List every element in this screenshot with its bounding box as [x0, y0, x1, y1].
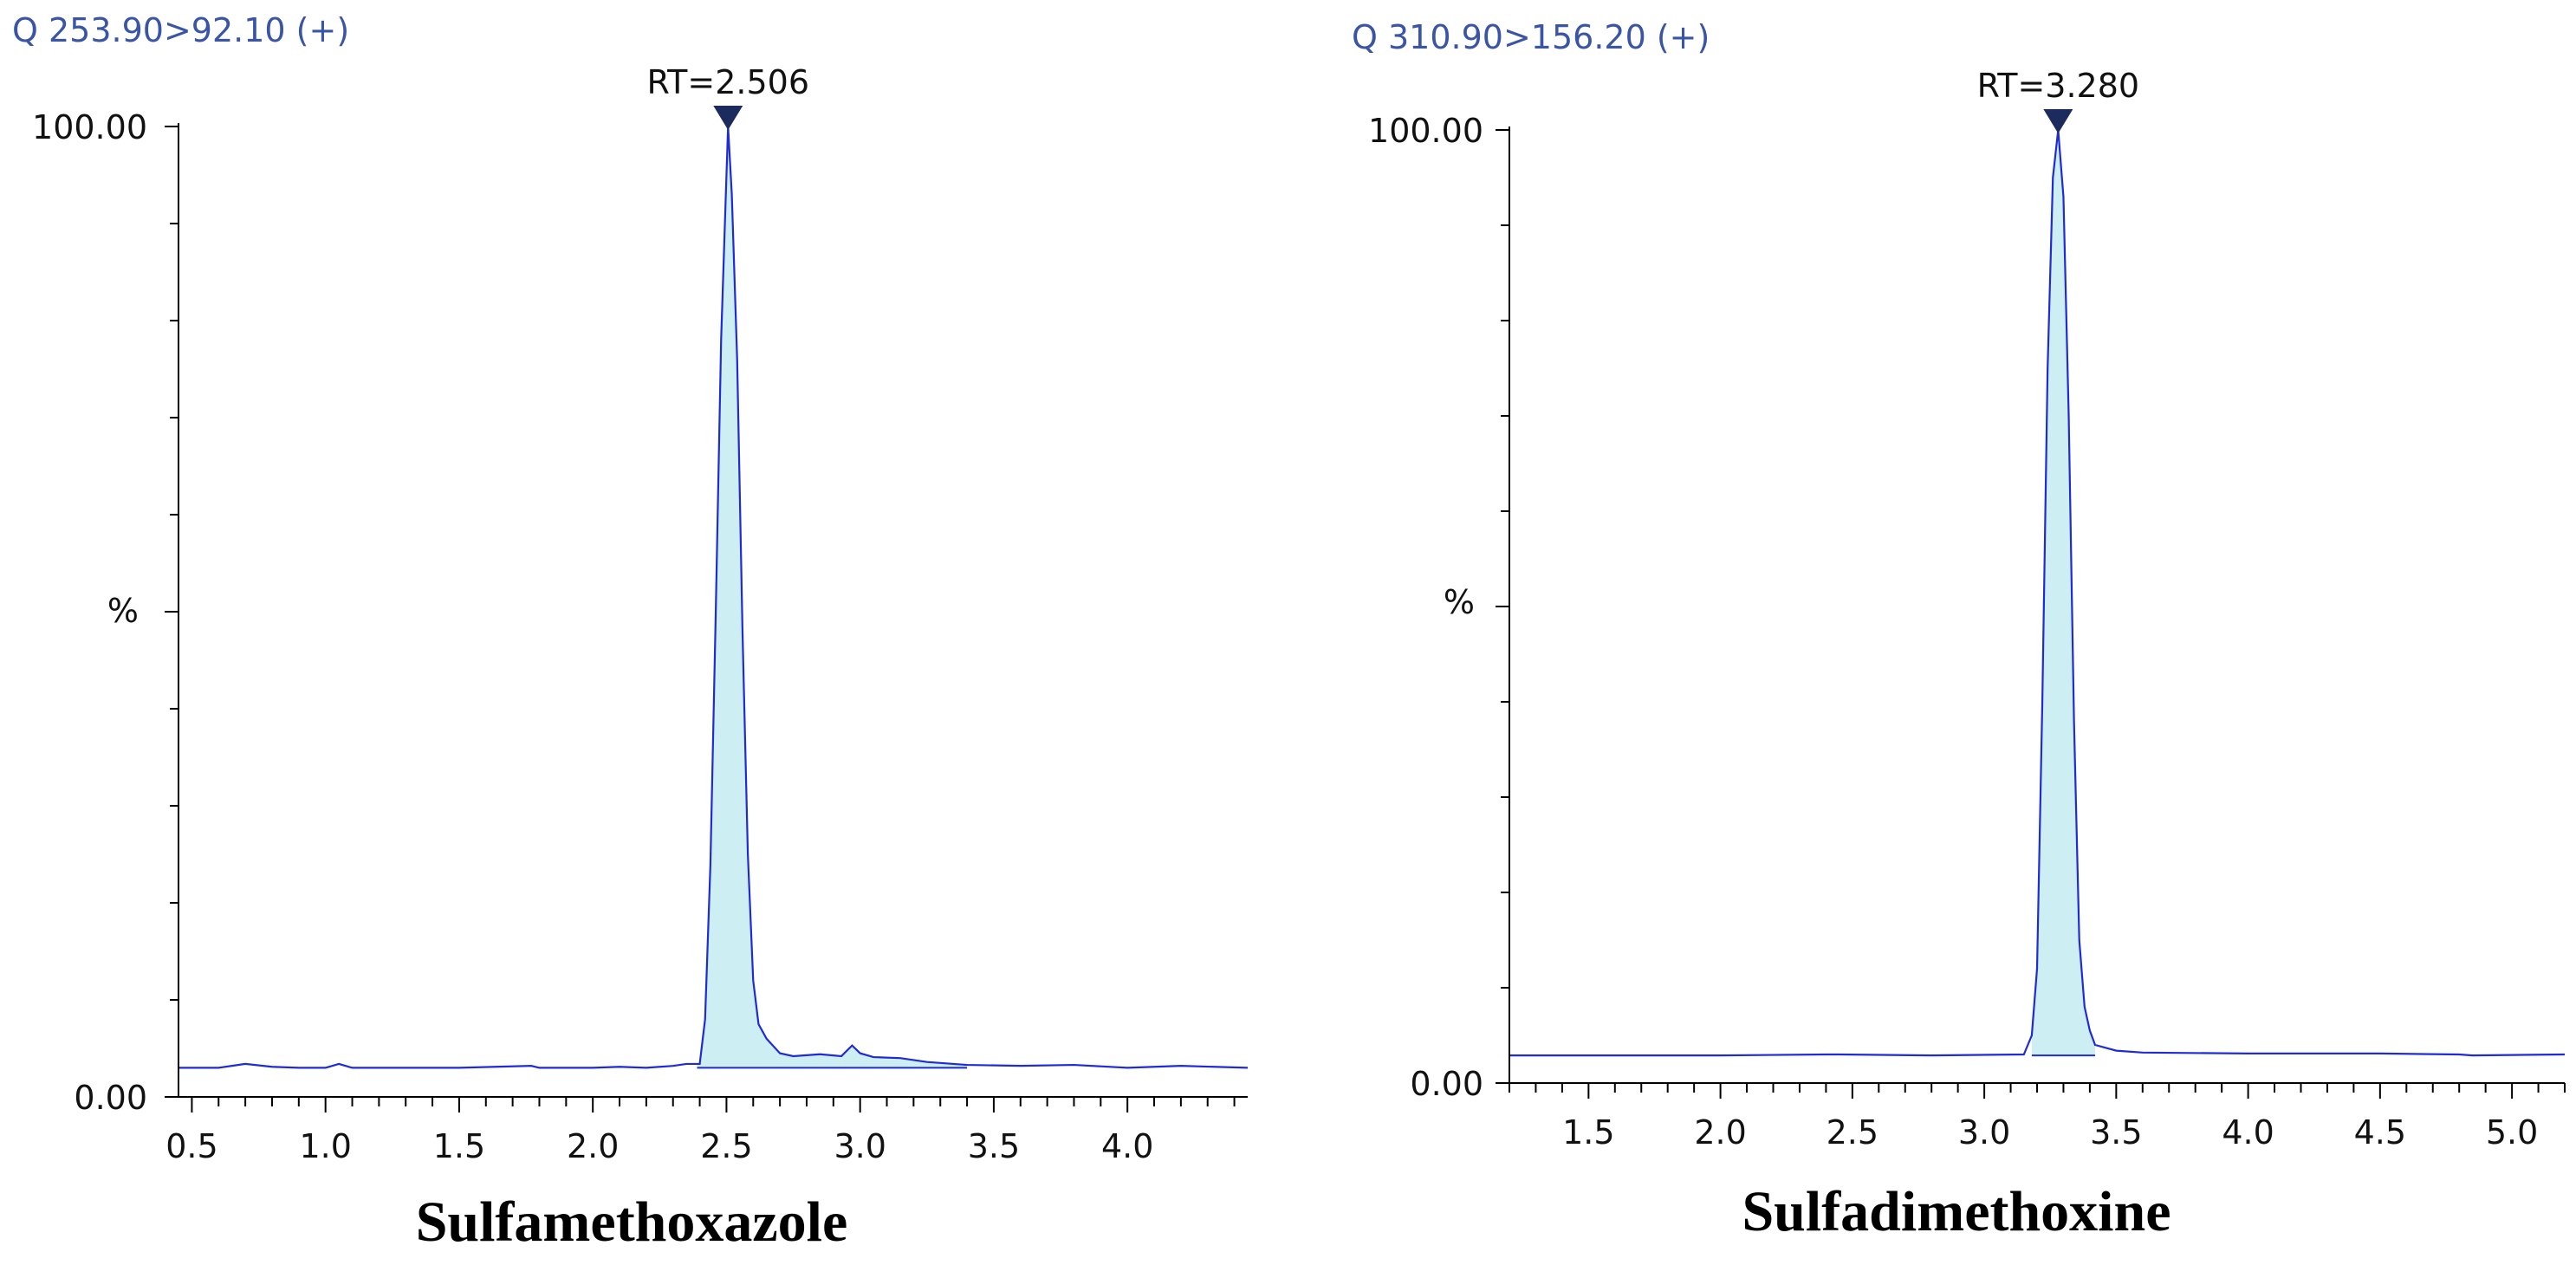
retention-time-label: RT=2.506: [647, 63, 809, 101]
y-tick-label-bottom: 0.00: [1410, 1065, 1483, 1103]
x-tick-label: 5.0: [2486, 1113, 2538, 1151]
x-tick-label: 3.5: [2090, 1113, 2142, 1151]
x-tick-label: 2.0: [1694, 1113, 1746, 1151]
peak-marker-icon: [2043, 109, 2073, 133]
peak-area-fill: [697, 126, 968, 1068]
chromatogram-trace: [1509, 129, 2566, 1057]
y-axis-label: %: [1444, 583, 1475, 621]
peak-area-fill: [2031, 130, 2095, 1056]
peak-marker-icon: [713, 106, 743, 130]
y-tick-label-bottom: 0.00: [74, 1079, 147, 1117]
y-tick-label-top: 100.00: [1368, 112, 1483, 150]
chromatogram-panel-sulfadimethoxine: Q 310.90>156.20 (+) 100.00 0.00% 1.5 2.0 2.5 3…: [1352, 18, 2566, 1243]
x-tick-label: 4.0: [1101, 1127, 1153, 1165]
x-tick-label: 2.5: [700, 1127, 752, 1165]
x-tick-label: 4.5: [2354, 1113, 2406, 1151]
retention-time-label: RT=3.280: [1977, 67, 2139, 105]
x-tick-label: 2.0: [567, 1127, 619, 1165]
x-tick-label: 2.5: [1827, 1113, 1878, 1151]
compound-name: Sulfadimethoxine: [1742, 1180, 2170, 1243]
chromatogram-trace: [178, 126, 1249, 1069]
y-axis-label: %: [107, 592, 139, 630]
x-tick-label: 3.0: [834, 1127, 886, 1165]
transition-label: Q 310.90>156.20 (+): [1352, 18, 1710, 56]
x-tick-label: 1.5: [433, 1127, 485, 1165]
transition-label: Q 253.90>92.10 (+): [12, 11, 349, 49]
x-tick-label: 1.5: [1562, 1113, 1614, 1151]
chromatogram-panel-sulfamethoxazole: Q 253.90>92.10 (+) 100.00 0.00% 0.5 1.0 1.5 2.…: [12, 11, 1249, 1254]
x-tick-label: 3.0: [1958, 1113, 2010, 1151]
y-tick-label-top: 100.00: [32, 108, 147, 146]
x-tick-label: 3.5: [968, 1127, 1020, 1165]
x-tick-label: 0.5: [165, 1127, 217, 1165]
compound-name: Sulfamethoxazole: [416, 1190, 848, 1254]
x-tick-label: 4.0: [2222, 1113, 2274, 1151]
x-tick-label: 1.0: [299, 1127, 351, 1165]
